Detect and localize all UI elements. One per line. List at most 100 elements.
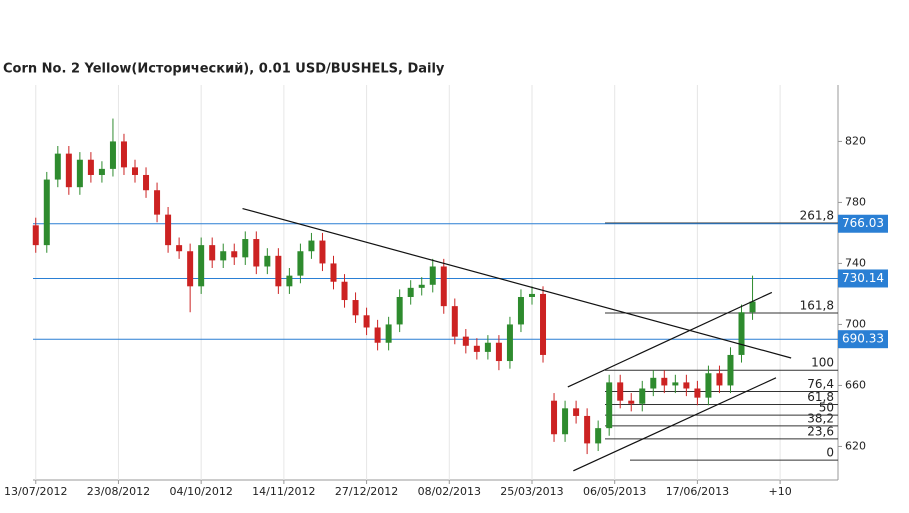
candle-body (495, 342, 502, 362)
x-tick-label: 17/06/2013 (666, 485, 729, 498)
candle-body (98, 168, 105, 175)
candle-body (165, 214, 172, 246)
x-tick-label: 04/10/2012 (169, 485, 232, 498)
fib-label: 161,8 (800, 299, 834, 313)
candle-body (32, 225, 39, 246)
candle-body (551, 400, 558, 435)
candle-body (220, 251, 227, 261)
candle-body (374, 327, 381, 343)
candle-body (429, 266, 436, 285)
candle-body (396, 296, 403, 325)
fib-label: 76,4 (807, 377, 834, 391)
candle-body (407, 287, 414, 297)
y-tick-label: 780 (845, 195, 866, 208)
candle-body (727, 354, 734, 386)
candle-body (286, 275, 293, 287)
candle-body (451, 306, 458, 337)
candle-body (683, 382, 690, 389)
candle-body (54, 153, 61, 180)
level-box (838, 269, 888, 288)
fib-label: 0 (826, 446, 834, 460)
candle-body (297, 251, 304, 276)
x-tick-label: 27/12/2012 (335, 485, 398, 498)
candle-body (87, 159, 94, 175)
candle-body (650, 377, 657, 389)
candle-body (132, 167, 139, 175)
candle-body (418, 284, 425, 288)
level-label: 730.14 (842, 271, 884, 285)
candle-body (65, 153, 72, 188)
candle-body (661, 377, 668, 386)
candle-body (198, 245, 205, 287)
candle-body (176, 245, 183, 252)
candle-body (595, 428, 602, 444)
candle-body (209, 245, 216, 261)
candle-body (341, 281, 348, 301)
level-label: 766.03 (842, 216, 884, 230)
candle-body (363, 315, 370, 328)
fib-label: 61,8 (807, 390, 834, 404)
candle-body (573, 408, 580, 416)
x-tick-label: 14/11/2012 (252, 485, 315, 498)
candle-body (738, 312, 745, 355)
level-box (838, 330, 888, 349)
x-tick-label: 23/08/2012 (87, 485, 150, 498)
candle-body (440, 266, 447, 307)
candle-body (154, 190, 161, 215)
trend-line (567, 291, 773, 388)
candle-body (694, 388, 701, 398)
y-tick-label: 740 (845, 256, 866, 269)
candle-body (716, 373, 723, 386)
candle-body (330, 263, 337, 282)
candle-body (749, 301, 756, 313)
level-box (838, 214, 888, 233)
candle-body (264, 255, 271, 267)
y-tick-label: 700 (845, 317, 866, 330)
candle-body (231, 251, 238, 258)
candle-body (540, 293, 547, 355)
candle-body (352, 300, 359, 316)
y-tick-label: 660 (845, 378, 866, 391)
candle-body (462, 336, 469, 346)
candle-body (606, 382, 613, 429)
candle-body (319, 240, 326, 264)
candle-body (43, 179, 50, 246)
y-tick-label: 820 (845, 134, 866, 147)
candle-body (308, 240, 315, 252)
candle-body (109, 141, 116, 169)
x-tick-label: 13/07/2012 (4, 485, 67, 498)
candle-body (484, 342, 491, 352)
candle-body (473, 345, 480, 352)
candle-body (253, 239, 260, 267)
y-tick-label: 620 (845, 439, 866, 452)
candle-body (639, 388, 646, 404)
candle-body (143, 174, 150, 191)
candle-body (672, 382, 679, 386)
candle-body (705, 373, 712, 398)
candle-body (584, 415, 591, 444)
candle-body (506, 324, 513, 362)
candle-body (517, 296, 524, 325)
candle-body (617, 382, 624, 401)
candle-body (76, 159, 83, 188)
x-tick-label: +10 (768, 485, 791, 498)
trend-line (573, 377, 777, 472)
level-label: 690.33 (842, 332, 884, 346)
x-tick-label: 08/02/2013 (418, 485, 481, 498)
x-tick-label: 25/03/2013 (500, 485, 563, 498)
candle-body (562, 408, 569, 435)
candle-body (385, 324, 392, 343)
candle-body (528, 293, 535, 297)
fib-label: 100 (811, 356, 834, 370)
candle-body (242, 239, 249, 258)
fib-label: 261,8 (800, 209, 834, 223)
candle-body (187, 251, 194, 287)
candle-body (628, 400, 635, 404)
candle-body (120, 141, 127, 168)
candle-body (275, 255, 282, 287)
fib-label: 23,6 (807, 424, 834, 438)
chart-title: Corn No. 2 Yellow(Исторический), 0.01 US… (3, 62, 445, 77)
trend-line (242, 207, 792, 359)
x-tick-label: 06/05/2013 (583, 485, 646, 498)
